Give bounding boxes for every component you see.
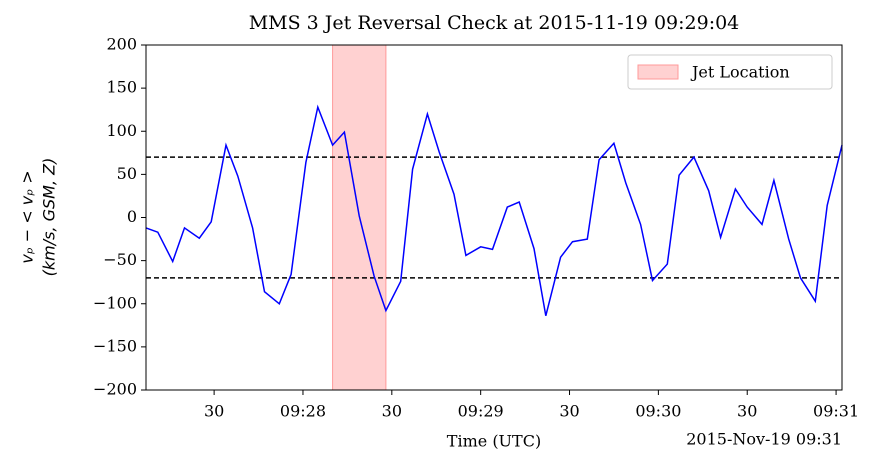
y-tick-label: −150 [93, 336, 137, 355]
x-offset-label: 2015-Nov-19 09:31 [686, 430, 842, 449]
legend-swatch [637, 64, 679, 80]
x-tick-label: 30 [737, 402, 757, 421]
y-tick-label: 0 [127, 207, 137, 226]
x-tick-label: 09:31 [813, 402, 859, 421]
x-axis-label: Time (UTC) [447, 432, 541, 451]
data-line [145, 104, 843, 316]
y-tick-label: 50 [117, 164, 137, 183]
y-tick-label: 150 [106, 78, 137, 97]
y-tick-label: −200 [93, 380, 137, 399]
legend-label: Jet Location [690, 63, 790, 82]
chart-title: MMS 3 Jet Reversal Check at 2015-11-19 0… [249, 12, 740, 34]
x-tick-label: 09:29 [458, 402, 504, 421]
y-tick-label: 100 [106, 121, 137, 140]
y-tick-label: −100 [93, 293, 137, 312]
x-tick-label: 09:30 [635, 402, 681, 421]
y-tick-label: −50 [103, 250, 137, 269]
plot-frame [145, 44, 843, 391]
y-tick-label: 200 [106, 35, 137, 54]
x-tick-label: 30 [382, 402, 402, 421]
y-axis-label: vₚ − < vₚ > [18, 170, 37, 263]
x-tick-label: 30 [559, 402, 579, 421]
x-tick-label: 09:28 [280, 402, 326, 421]
legend-box [627, 54, 833, 90]
x-tick-label: 30 [204, 402, 224, 421]
y-axis-label: (km/s, GSM, Z) [40, 158, 59, 277]
